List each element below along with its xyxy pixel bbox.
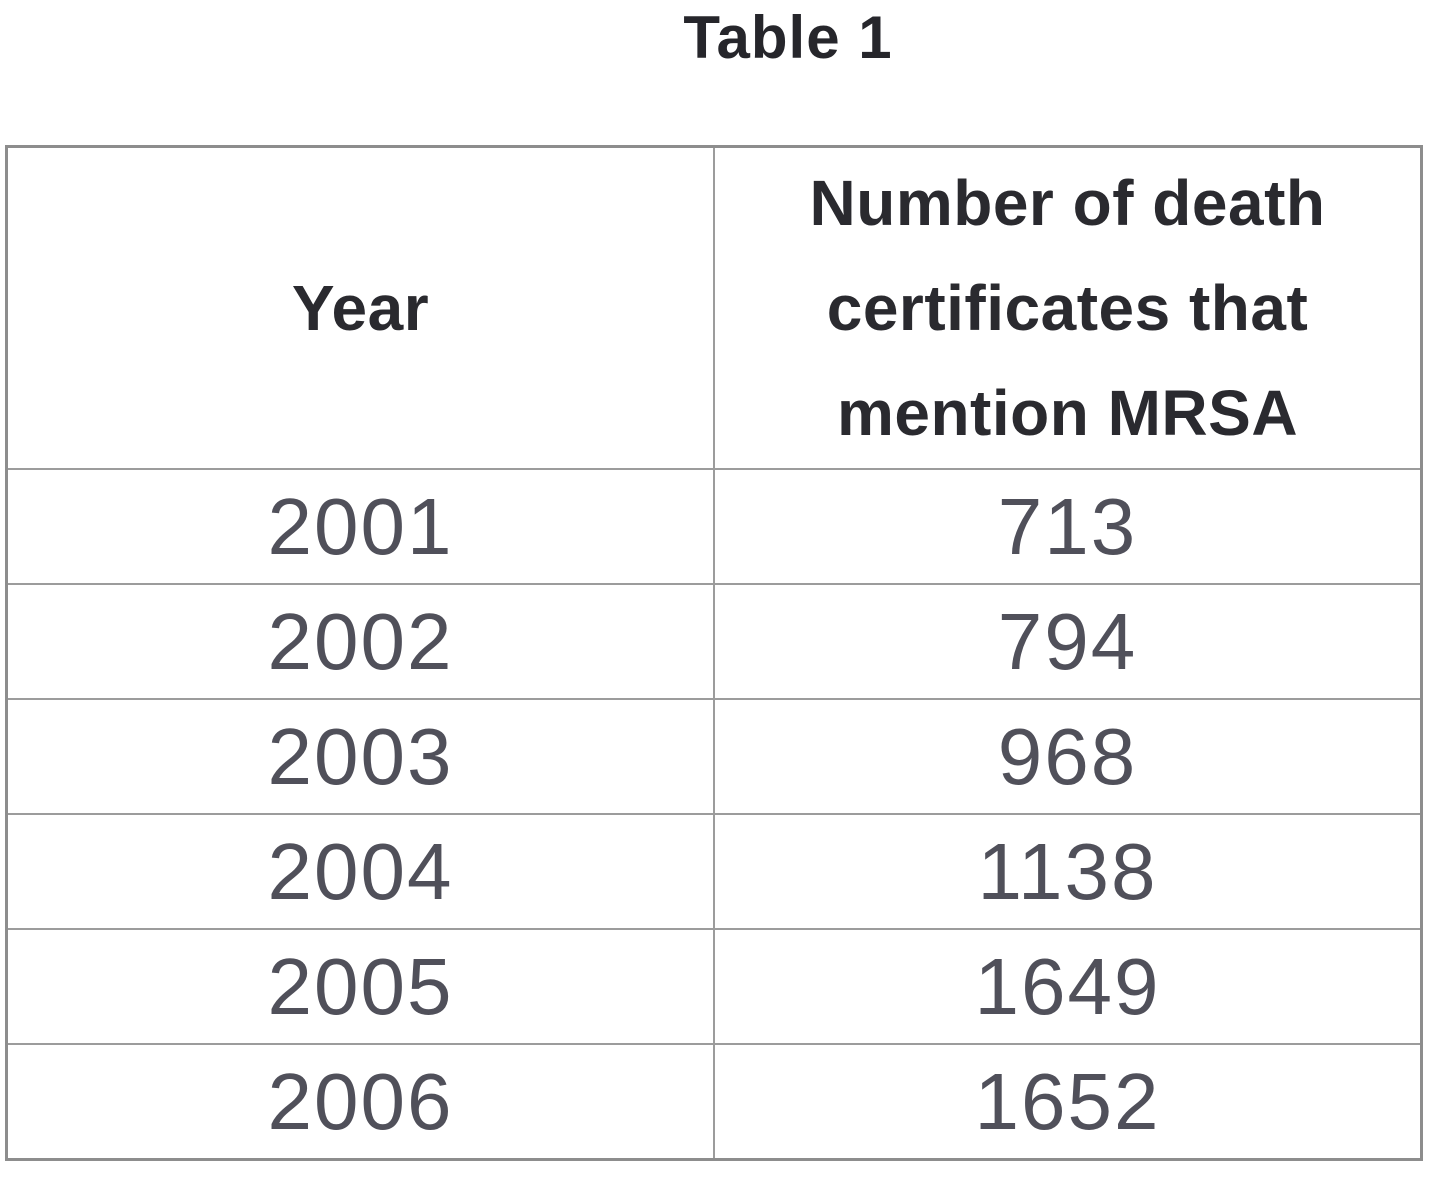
table-row: 2001 713: [5, 468, 1423, 585]
year-cell: 2005: [5, 928, 715, 1045]
table-row: 2004 1138: [5, 813, 1423, 930]
value-cell: 1652: [713, 1043, 1423, 1161]
value-cell: 794: [713, 583, 1423, 700]
value-cell: 1138: [713, 813, 1423, 930]
table-row: 2002 794: [5, 583, 1423, 700]
value-cell: 968: [713, 698, 1423, 815]
year-cell: 2006: [5, 1043, 715, 1161]
table-row: 2006 1652: [5, 1043, 1423, 1161]
table-row: 2005 1649: [5, 928, 1423, 1045]
page-title: Table 1: [683, 4, 893, 71]
year-cell: 2004: [5, 813, 715, 930]
column-header-mrsa-certificates: Number of death certificates that mentio…: [713, 145, 1423, 470]
table-header: Year Number of death certificates that m…: [5, 145, 1423, 470]
table-row: 2003 968: [5, 698, 1423, 815]
year-cell: 2001: [5, 468, 715, 585]
value-cell: 1649: [713, 928, 1423, 1045]
column-header-year: Year: [5, 145, 715, 470]
mrsa-deaths-table: Year Number of death certificates that m…: [5, 145, 1423, 1161]
year-cell: 2003: [5, 698, 715, 815]
value-cell: 713: [713, 468, 1423, 585]
table-body: 2001 713 2002 794 2003 968 2004 1138 200…: [5, 468, 1423, 1161]
header-row: Year Number of death certificates that m…: [5, 145, 1423, 470]
year-cell: 2002: [5, 583, 715, 700]
